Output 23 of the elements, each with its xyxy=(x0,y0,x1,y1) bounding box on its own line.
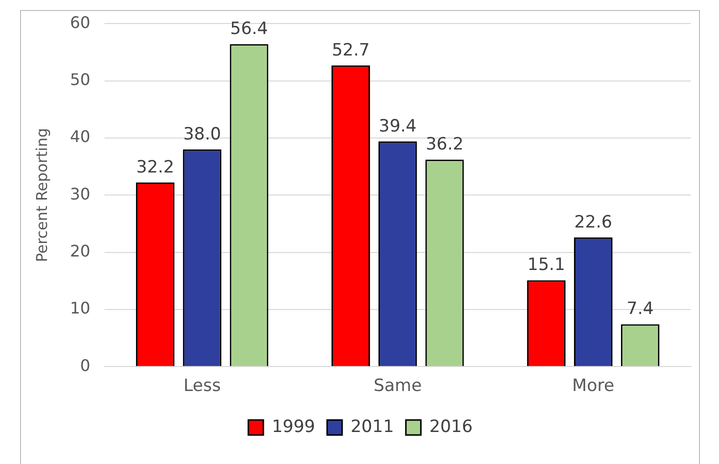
text: 36.2 xyxy=(426,134,464,155)
legend-label: 2011 xyxy=(350,416,394,437)
text: 22.6 xyxy=(574,212,612,232)
text: 38.0 xyxy=(183,124,222,144)
text: 52.7 xyxy=(332,40,370,60)
legend-label: 1999 xyxy=(272,416,316,437)
y-tick-label: 40 xyxy=(70,127,90,146)
x-tick-label: More xyxy=(572,376,614,396)
y-tick-label: 30 xyxy=(70,184,90,204)
legend-label: 2016 xyxy=(429,416,473,437)
text: 39.4 xyxy=(378,116,417,136)
y-tick-label: 60 xyxy=(70,12,90,32)
x-tick-label: Less xyxy=(183,376,221,396)
y-tick-label: 20 xyxy=(70,241,90,260)
text: 32.2 xyxy=(136,157,174,178)
text: 15.1 xyxy=(527,255,566,276)
y-axis-title: Percent Reporting xyxy=(32,128,51,262)
text: 56.4 xyxy=(230,19,268,40)
x-tick-label: Same xyxy=(374,376,422,396)
y-tick-label: 50 xyxy=(70,70,90,89)
text: 7.4 xyxy=(626,299,654,320)
y-tick-label: 0 xyxy=(80,356,90,375)
y-tick-label: 10 xyxy=(70,298,90,318)
